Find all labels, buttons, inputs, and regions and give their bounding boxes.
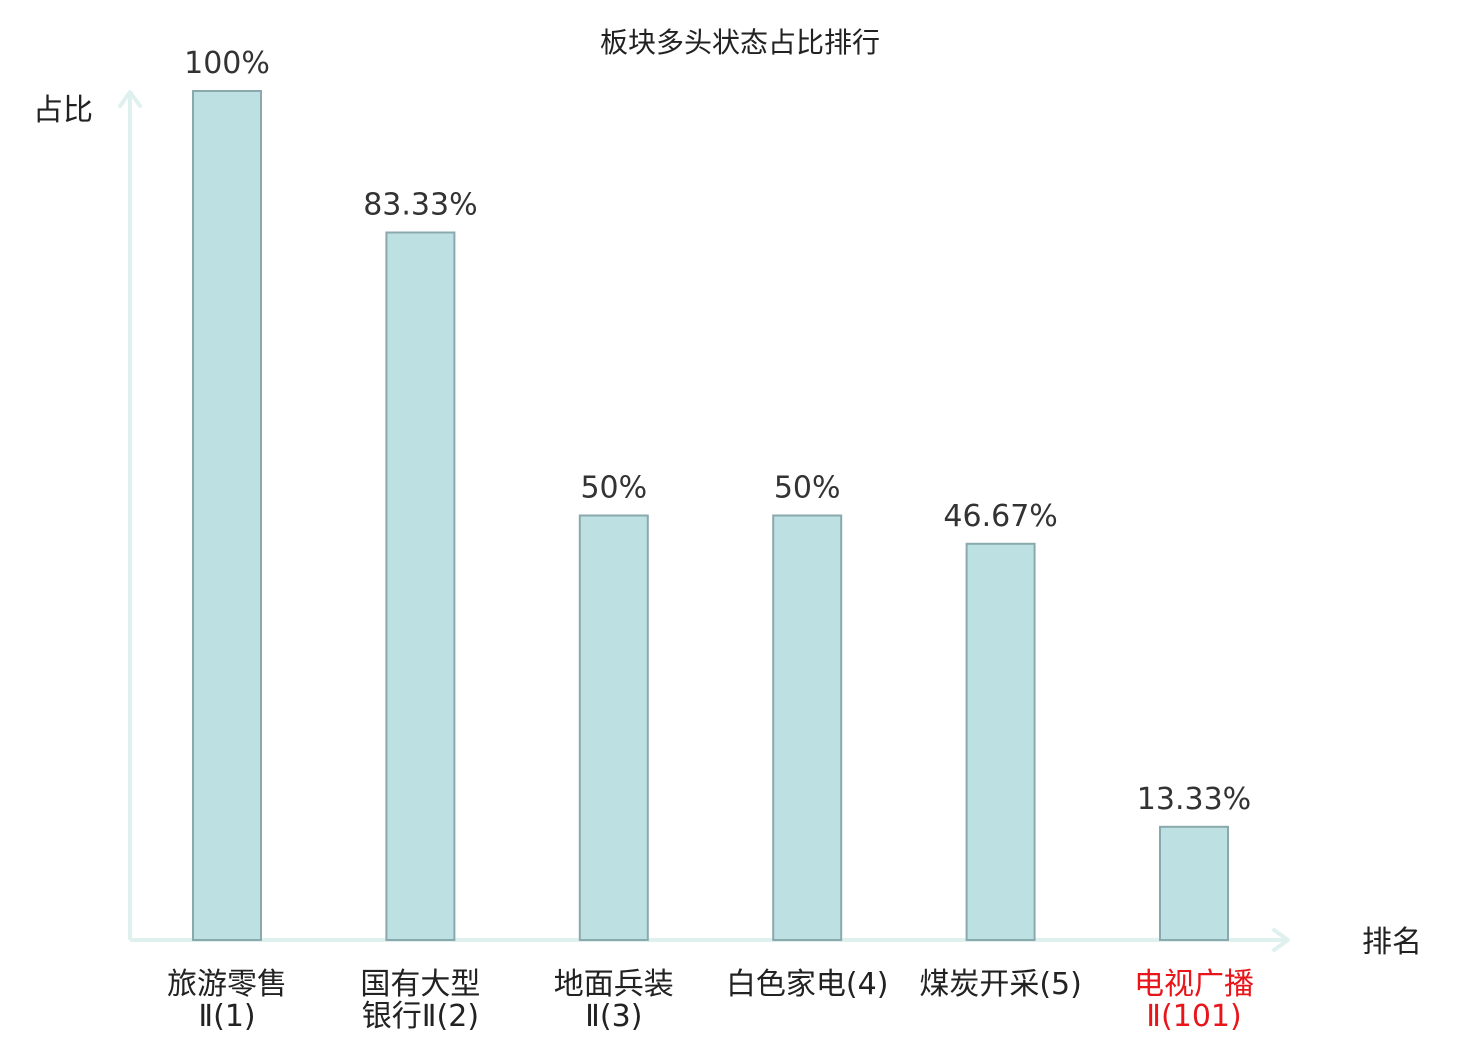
bar-value-label-6: 13.33% [1137,782,1251,817]
bar-5 [965,542,1036,941]
bars-layer [192,90,1229,941]
category-rank-label-3: Ⅱ(3) [585,999,642,1034]
y-axis-arrow [118,90,142,108]
category-label-3: 地面兵装 [554,967,674,1002]
bar-6 [1159,825,1229,941]
x-axis-arrow [1272,928,1290,952]
category-label-2: 国有大型 [360,967,480,1002]
category-label-6: 电视广播 [1134,967,1254,1002]
category-label-4: 白色家电(4) [726,967,889,1002]
bar-value-label-4: 50% [774,471,841,506]
category-rank-label-2: 银行Ⅱ(2) [362,999,479,1034]
x-axis-label: 排名 [1362,925,1422,960]
category-rank-label-1: Ⅱ(1) [198,999,255,1034]
category-label-1: 旅游零售 [167,967,287,1002]
bar-1 [192,90,262,941]
bar-4 [772,514,843,941]
chart-title: 板块多头状态占比排行 [600,26,880,59]
category-rank-label-6: Ⅱ(101) [1146,999,1241,1034]
bar-2 [385,231,456,941]
category-label-5: 煤炭开采(5) [919,967,1082,1002]
value-labels-layer: 100% 83.33% 50% 50% 46.67% 13.33% [184,46,1251,817]
bar-3 [578,514,649,941]
bar-value-label-2: 83.33% [363,188,477,223]
y-axis-label: 占比 [33,93,93,128]
bar-value-label-3: 50% [580,471,647,506]
bar-value-label-1: 100% [184,46,270,81]
bar-value-label-5: 46.67% [943,499,1057,534]
